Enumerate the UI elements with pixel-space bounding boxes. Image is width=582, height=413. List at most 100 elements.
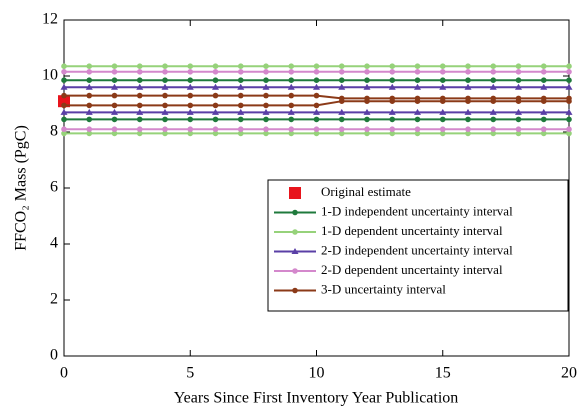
- x-tick-label: 0: [60, 365, 68, 382]
- marker: [490, 98, 497, 104]
- marker: [263, 116, 269, 123]
- marker: [465, 77, 471, 83]
- marker: [85, 83, 93, 90]
- marker: [111, 83, 118, 90]
- marker: [111, 108, 118, 115]
- legend-label: 1-D dependent uncertainty interval: [321, 223, 503, 238]
- marker: [364, 77, 370, 83]
- marker: [161, 83, 169, 90]
- marker: [111, 63, 118, 69]
- marker: [162, 69, 168, 75]
- legend-label: 2-D independent uncertainty interval: [321, 242, 513, 257]
- marker: [212, 126, 219, 132]
- marker: [237, 116, 244, 123]
- marker: [313, 116, 320, 123]
- marker: [288, 126, 295, 132]
- y-tick-label: 0: [50, 347, 58, 364]
- marker: [515, 69, 522, 75]
- marker: [86, 77, 93, 83]
- marker: [388, 83, 396, 90]
- marker: [439, 83, 447, 90]
- marker: [540, 83, 548, 90]
- x-tick-label: 5: [186, 365, 194, 382]
- marker: [490, 116, 497, 123]
- legend-marker: [292, 209, 298, 216]
- marker: [136, 130, 143, 137]
- marker: [111, 102, 118, 109]
- marker: [288, 102, 295, 109]
- marker: [212, 108, 219, 115]
- marker: [237, 130, 244, 137]
- marker: [161, 108, 169, 115]
- marker: [237, 108, 245, 115]
- marker: [60, 108, 68, 115]
- marker: [389, 130, 396, 137]
- legend-marker: [292, 287, 298, 294]
- marker: [212, 116, 219, 123]
- marker: [111, 92, 118, 99]
- marker: [85, 108, 93, 115]
- marker: [489, 83, 497, 90]
- marker: [287, 108, 295, 115]
- marker: [86, 102, 93, 109]
- marker: [388, 108, 396, 115]
- marker: [86, 63, 93, 69]
- marker: [565, 108, 573, 115]
- marker: [162, 130, 168, 137]
- marker: [136, 92, 143, 99]
- marker: [313, 102, 320, 109]
- marker: [263, 63, 269, 69]
- legend-marker: [292, 268, 298, 274]
- marker: [566, 98, 572, 104]
- marker: [136, 77, 143, 83]
- marker: [465, 130, 471, 137]
- marker: [187, 69, 194, 75]
- marker: [136, 102, 143, 109]
- marker: [61, 77, 67, 83]
- marker: [187, 130, 194, 137]
- marker: [187, 126, 194, 132]
- legend-label: 3-D uncertainty interval: [321, 281, 446, 296]
- marker: [186, 108, 194, 115]
- marker: [237, 92, 244, 99]
- marker: [540, 108, 548, 115]
- marker: [60, 83, 68, 90]
- marker: [212, 77, 219, 83]
- marker: [86, 126, 93, 132]
- marker: [263, 130, 269, 137]
- marker: [212, 69, 219, 75]
- marker: [136, 63, 143, 69]
- marker: [212, 63, 219, 69]
- marker: [288, 92, 295, 99]
- marker: [313, 92, 320, 99]
- marker: [515, 63, 522, 69]
- marker: [162, 63, 168, 69]
- marker: [439, 69, 446, 75]
- marker: [162, 77, 168, 83]
- marker: [187, 77, 194, 83]
- marker: [540, 98, 547, 104]
- marker: [86, 92, 93, 99]
- marker: [439, 126, 446, 132]
- y-tick-label: 8: [50, 123, 58, 140]
- legend-label: 1-D independent uncertainty interval: [321, 203, 513, 218]
- marker: [262, 108, 270, 115]
- marker: [162, 116, 168, 123]
- marker: [439, 130, 446, 137]
- marker: [566, 77, 572, 83]
- marker: [465, 69, 471, 75]
- marker: [136, 126, 143, 132]
- marker: [237, 63, 244, 69]
- marker: [364, 98, 370, 104]
- marker: [490, 77, 497, 83]
- marker: [313, 108, 320, 115]
- marker: [464, 83, 472, 90]
- marker: [162, 102, 168, 109]
- marker: [515, 126, 522, 132]
- marker: [186, 83, 194, 90]
- y-tick-label: 6: [50, 179, 58, 196]
- legend-label: Original estimate: [321, 184, 411, 199]
- marker: [389, 98, 396, 104]
- marker: [566, 126, 572, 132]
- marker: [162, 126, 168, 132]
